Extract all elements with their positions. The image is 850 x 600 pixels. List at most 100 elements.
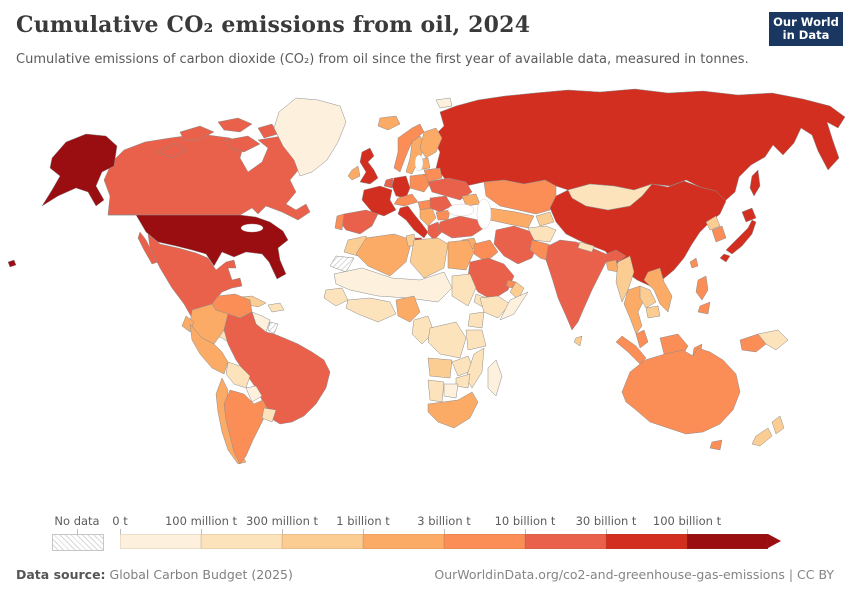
country-norway[interactable] bbox=[393, 123, 425, 173]
country-uk[interactable] bbox=[359, 147, 379, 185]
country-usa[interactable] bbox=[107, 214, 289, 280]
country-french-guiana[interactable] bbox=[267, 321, 279, 335]
country-finland[interactable] bbox=[419, 127, 443, 159]
country-madagascar[interactable] bbox=[487, 359, 503, 397]
country-algeria[interactable] bbox=[355, 233, 413, 277]
country-angola[interactable] bbox=[427, 357, 453, 379]
country-greenland[interactable] bbox=[273, 97, 347, 177]
footer-link[interactable]: OurWorldinData.org/co2-and-greenhouse-ga… bbox=[434, 567, 834, 582]
country-somalia[interactable] bbox=[499, 291, 529, 321]
country-japan-kyushu[interactable] bbox=[719, 253, 731, 263]
country-argentina[interactable] bbox=[223, 389, 269, 465]
country-new-zealand-north[interactable] bbox=[771, 415, 785, 435]
legend-segment-2[interactable] bbox=[201, 534, 282, 549]
country-france[interactable] bbox=[361, 185, 397, 217]
country-benelux[interactable] bbox=[383, 177, 394, 189]
country-iceland[interactable] bbox=[377, 115, 401, 131]
country-western-sahara[interactable] bbox=[329, 255, 355, 273]
country-czech-austria[interactable] bbox=[393, 193, 419, 207]
country-nepal[interactable] bbox=[577, 241, 595, 253]
legend-segment-5[interactable] bbox=[444, 534, 525, 549]
country-cambodia[interactable] bbox=[645, 305, 661, 319]
country-laos[interactable] bbox=[639, 285, 657, 309]
country-japan-hokkaido[interactable] bbox=[741, 207, 757, 223]
country-canada-arctic-1[interactable] bbox=[157, 142, 187, 159]
legend-segment-1[interactable] bbox=[120, 534, 201, 549]
country-svalbard[interactable] bbox=[435, 97, 453, 109]
country-japan-honshu[interactable] bbox=[725, 219, 757, 255]
country-poland[interactable] bbox=[409, 173, 431, 193]
country-senegal-guinea[interactable] bbox=[323, 287, 349, 307]
country-saudi-arabia[interactable] bbox=[467, 257, 515, 301]
country-hispaniola[interactable] bbox=[267, 302, 285, 313]
country-ethiopia[interactable] bbox=[479, 295, 511, 319]
country-india[interactable] bbox=[545, 239, 627, 331]
country-drc[interactable] bbox=[427, 321, 467, 359]
country-nigeria[interactable] bbox=[395, 295, 421, 323]
country-indonesia-west-papua[interactable] bbox=[739, 333, 767, 353]
country-peru[interactable] bbox=[189, 323, 229, 375]
country-romania[interactable] bbox=[429, 195, 453, 213]
country-south-korea[interactable] bbox=[711, 225, 727, 243]
country-usa-alaska[interactable] bbox=[41, 133, 118, 207]
country-kenya[interactable] bbox=[467, 311, 485, 329]
country-philippines-luzon[interactable] bbox=[695, 275, 709, 301]
country-malaysia[interactable] bbox=[635, 329, 649, 349]
country-canada[interactable] bbox=[103, 133, 311, 221]
country-vietnam[interactable] bbox=[643, 267, 673, 313]
country-tanzania[interactable] bbox=[465, 329, 487, 351]
country-egypt[interactable] bbox=[447, 239, 475, 271]
country-greece[interactable] bbox=[427, 221, 443, 241]
country-uae[interactable] bbox=[505, 279, 517, 289]
legend-segment-7[interactable] bbox=[606, 534, 687, 549]
country-philippines-mindanao[interactable] bbox=[697, 301, 711, 315]
legend-segment-8[interactable] bbox=[687, 534, 768, 549]
country-turkey[interactable] bbox=[437, 215, 485, 239]
country-australia[interactable] bbox=[621, 347, 741, 435]
country-south-africa[interactable] bbox=[427, 391, 479, 429]
country-bangladesh[interactable] bbox=[605, 259, 619, 273]
country-usa-hawaii[interactable] bbox=[7, 259, 17, 268]
country-belarus[interactable] bbox=[423, 167, 443, 183]
owid-logo[interactable]: Our World in Data bbox=[769, 12, 843, 50]
country-canada-arctic-3[interactable] bbox=[217, 117, 253, 133]
country-libya[interactable] bbox=[409, 237, 449, 279]
country-germany[interactable] bbox=[391, 175, 411, 199]
country-sahel[interactable] bbox=[333, 267, 453, 303]
country-mozambique[interactable] bbox=[465, 347, 485, 389]
legend-segment-3[interactable] bbox=[282, 534, 363, 549]
country-new-zealand-south[interactable] bbox=[751, 427, 773, 447]
country-iran[interactable] bbox=[493, 225, 539, 265]
country-botswana[interactable] bbox=[443, 383, 459, 399]
country-zimbabwe[interactable] bbox=[455, 373, 471, 389]
country-paraguay[interactable] bbox=[245, 385, 263, 403]
country-west-africa-coast[interactable] bbox=[345, 297, 397, 323]
legend-segment-6[interactable] bbox=[525, 534, 606, 549]
country-italy[interactable] bbox=[397, 205, 429, 239]
country-taiwan[interactable] bbox=[689, 257, 699, 269]
country-uruguay[interactable] bbox=[261, 407, 277, 423]
country-north-korea[interactable] bbox=[705, 215, 721, 231]
country-namibia[interactable] bbox=[427, 379, 445, 403]
no-data-swatch[interactable] bbox=[52, 534, 104, 551]
country-papua-new-guinea[interactable] bbox=[757, 329, 789, 351]
country-canada-arctic-4[interactable] bbox=[225, 135, 261, 153]
country-mexico[interactable] bbox=[147, 233, 243, 327]
legend-bar[interactable] bbox=[120, 534, 781, 549]
country-spain[interactable] bbox=[339, 209, 379, 235]
country-bulgaria[interactable] bbox=[435, 209, 451, 221]
country-balkans[interactable] bbox=[419, 207, 437, 227]
legend-tick-label: 100 million t bbox=[164, 514, 238, 528]
legend-segment-4[interactable] bbox=[363, 534, 444, 549]
country-sudan[interactable] bbox=[451, 273, 477, 307]
country-mongolia[interactable] bbox=[567, 183, 653, 211]
country-afghanistan[interactable] bbox=[527, 225, 557, 243]
country-mexico-baja[interactable] bbox=[137, 231, 159, 265]
country-ireland[interactable] bbox=[347, 165, 361, 181]
country-russia-sakhalin[interactable] bbox=[749, 169, 761, 197]
country-portugal[interactable] bbox=[334, 213, 345, 231]
country-sri-lanka[interactable] bbox=[573, 335, 583, 347]
country-canada-arctic-2[interactable] bbox=[179, 125, 215, 141]
country-australia-tasmania[interactable] bbox=[709, 439, 723, 451]
country-kyrgyzstan-tajikistan[interactable] bbox=[535, 211, 555, 227]
